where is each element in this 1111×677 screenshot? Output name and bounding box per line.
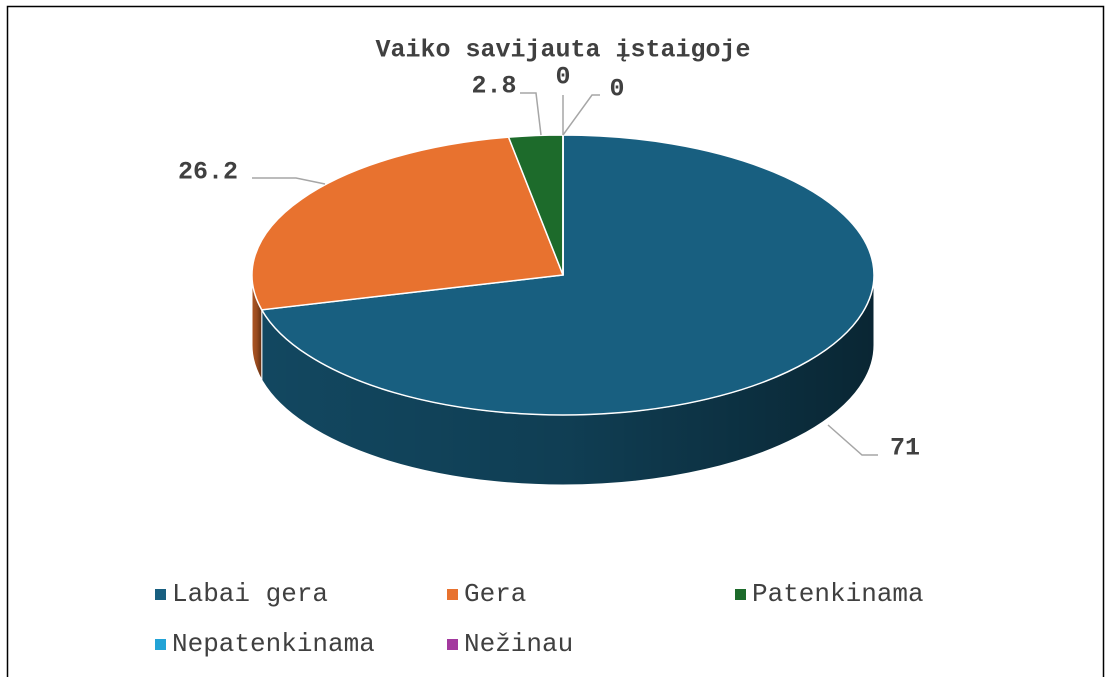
legend-swatch [447, 589, 458, 600]
data-label: 0 [609, 75, 624, 104]
frame [6, 5, 1105, 677]
data-label: 0 [555, 63, 570, 92]
chart-title: Vaiko savijauta įstaigoje [375, 36, 750, 65]
legend-label: Labai gera [172, 579, 328, 609]
legend-swatch [447, 639, 458, 650]
data-label: 2.8 [471, 72, 516, 101]
legend-label: Nepatenkinama [172, 629, 375, 659]
legend-swatch [155, 639, 166, 650]
data-label: 71 [890, 434, 920, 463]
leader-line [827, 424, 878, 456]
legend-label: Patenkinama [752, 579, 924, 609]
legend-swatch [155, 589, 166, 600]
legend-label: Nežinau [464, 629, 573, 659]
pie-slice [260, 134, 875, 416]
legend-label: Gera [464, 579, 526, 609]
leader-line [252, 177, 326, 185]
leader-line [520, 92, 542, 136]
legend-swatch [735, 589, 746, 600]
leader-line [562, 94, 600, 136]
pie-slice [251, 136, 565, 311]
data-label: 26.2 [178, 158, 238, 187]
